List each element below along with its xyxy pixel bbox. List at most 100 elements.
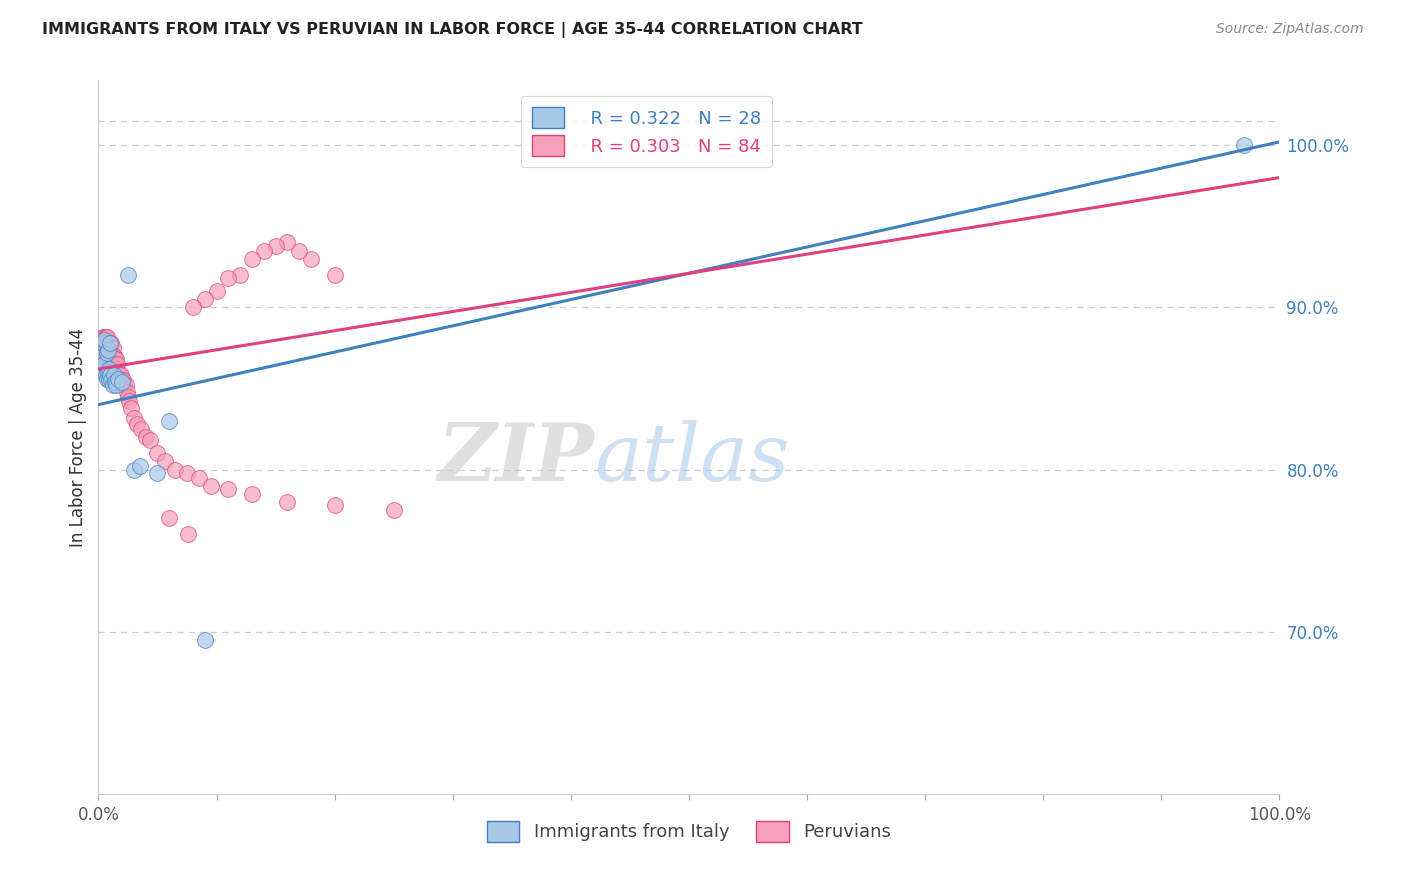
- Point: [177, 527, 200, 541]
- Point: [94, 336, 117, 351]
- Point: [93, 329, 115, 343]
- Point: [165, 462, 187, 476]
- Point: [101, 378, 124, 392]
- Point: [105, 378, 128, 392]
- Point: [97, 365, 120, 379]
- Point: [101, 349, 124, 363]
- Point: [96, 372, 118, 386]
- Point: [194, 292, 217, 306]
- Point: [96, 341, 118, 355]
- Point: [323, 498, 346, 512]
- Point: [127, 417, 149, 431]
- Point: [97, 343, 120, 357]
- Point: [98, 336, 121, 351]
- Point: [91, 341, 114, 355]
- Point: [96, 345, 118, 359]
- Point: [91, 336, 114, 351]
- Point: [146, 466, 169, 480]
- Point: [187, 470, 209, 484]
- Point: [111, 375, 134, 389]
- Point: [98, 349, 121, 363]
- Text: atlas: atlas: [595, 420, 790, 497]
- Point: [90, 336, 112, 351]
- Point: [100, 349, 122, 363]
- Point: [96, 349, 118, 363]
- Point: [104, 352, 127, 367]
- Point: [121, 401, 143, 415]
- Point: [122, 410, 145, 425]
- Point: [91, 336, 114, 351]
- Legend: Immigrants from Italy, Peruvians: Immigrants from Italy, Peruvians: [479, 814, 898, 849]
- Point: [104, 375, 127, 389]
- Point: [103, 349, 125, 363]
- Point: [217, 271, 239, 285]
- Point: [157, 511, 180, 525]
- Point: [98, 341, 121, 355]
- Point: [276, 495, 298, 509]
- Point: [105, 365, 128, 379]
- Point: [93, 341, 115, 355]
- Point: [97, 349, 120, 363]
- Point: [112, 378, 135, 392]
- Point: [104, 362, 127, 376]
- Point: [103, 368, 125, 383]
- Point: [240, 252, 263, 266]
- Point: [176, 466, 198, 480]
- Point: [101, 341, 124, 355]
- Point: [105, 352, 128, 367]
- Point: [115, 384, 138, 399]
- Point: [94, 341, 117, 355]
- Point: [135, 430, 157, 444]
- Point: [94, 329, 117, 343]
- Point: [205, 284, 228, 298]
- Point: [114, 378, 136, 392]
- Point: [98, 341, 121, 355]
- Point: [96, 336, 118, 351]
- Point: [100, 336, 122, 351]
- Point: [153, 454, 176, 468]
- Point: [91, 329, 114, 343]
- Point: [98, 336, 121, 351]
- Point: [91, 349, 114, 363]
- Point: [157, 414, 180, 428]
- Point: [98, 349, 121, 363]
- Point: [110, 368, 132, 383]
- Point: [276, 235, 298, 250]
- Point: [100, 373, 122, 387]
- Point: [94, 368, 117, 383]
- Point: [93, 333, 115, 347]
- Point: [98, 368, 121, 383]
- Point: [217, 482, 239, 496]
- Point: [98, 362, 121, 376]
- Point: [240, 487, 263, 501]
- Point: [96, 349, 118, 363]
- Point: [91, 349, 114, 363]
- Point: [91, 365, 114, 379]
- Point: [93, 349, 115, 363]
- Point: [103, 352, 125, 367]
- Point: [323, 268, 346, 282]
- Text: IMMIGRANTS FROM ITALY VS PERUVIAN IN LABOR FORCE | AGE 35-44 CORRELATION CHART: IMMIGRANTS FROM ITALY VS PERUVIAN IN LAB…: [42, 22, 863, 38]
- Point: [108, 368, 131, 383]
- Point: [107, 372, 129, 386]
- Point: [288, 244, 311, 258]
- Point: [128, 459, 150, 474]
- Point: [146, 446, 169, 460]
- Point: [97, 349, 120, 363]
- Point: [96, 329, 118, 343]
- Point: [105, 362, 128, 376]
- Point: [98, 341, 121, 355]
- Point: [181, 301, 204, 315]
- Text: Source: ZipAtlas.com: Source: ZipAtlas.com: [1216, 22, 1364, 37]
- Point: [91, 349, 114, 363]
- Point: [118, 394, 141, 409]
- Point: [139, 434, 162, 448]
- Point: [107, 365, 129, 379]
- Point: [264, 238, 287, 252]
- Point: [129, 422, 152, 436]
- Point: [253, 244, 276, 258]
- Point: [112, 373, 135, 387]
- Point: [299, 252, 322, 266]
- Point: [94, 349, 117, 363]
- Point: [111, 373, 134, 387]
